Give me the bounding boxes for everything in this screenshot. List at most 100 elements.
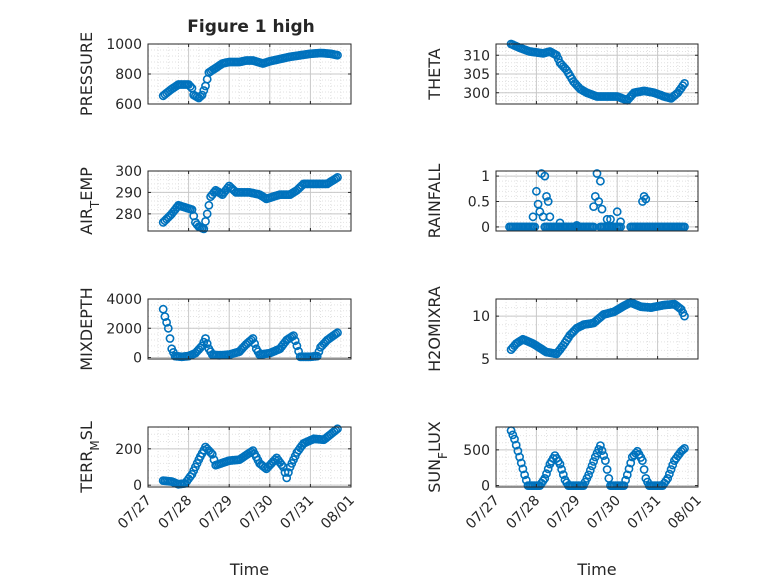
x-axis-label: Time: [576, 560, 616, 579]
y-tick-label: 0: [133, 478, 142, 494]
subplot-pressure: 600 800 1000 PRESSURE: [77, 32, 352, 116]
data-point: [621, 475, 630, 485]
data-point: [508, 430, 518, 440]
data-point: [283, 468, 293, 477]
data-point: [626, 458, 636, 468]
x-axis-label: Time: [229, 560, 269, 579]
data-point: [202, 339, 212, 348]
axes-box: [495, 426, 699, 488]
data-point: [612, 207, 622, 217]
data-point: [641, 194, 651, 204]
data-point: [250, 339, 259, 348]
data-point: [585, 465, 595, 475]
data-point: [602, 214, 612, 224]
y-tick-label: 0: [481, 479, 490, 495]
data-point: [599, 451, 609, 460]
data-point: [592, 169, 602, 178]
subplot-air_temp: 280 290 300 AIRTEMP: [77, 164, 352, 235]
data-point: [587, 461, 597, 471]
data-point: [557, 464, 566, 474]
data-point: [513, 446, 523, 456]
subplot-rainfall: 0 0.5 1 RAINFALL: [425, 164, 699, 239]
axes-box: [147, 170, 352, 232]
data-point: [511, 440, 521, 450]
data-point: [678, 445, 688, 455]
data-point: [616, 217, 625, 227]
subplot-theta: 300 305 310 THETA: [425, 39, 699, 105]
subplot-mixdepth: 0 2000 4000 MIXDEPTH: [77, 287, 352, 371]
data-point: [207, 449, 217, 459]
y-tick-label: 4000: [106, 292, 142, 308]
data-point: [680, 79, 689, 88]
data-point: [248, 334, 258, 343]
data-point: [520, 470, 529, 480]
y-axis-label: TERRMSL: [77, 421, 102, 494]
data-point: [558, 470, 568, 479]
data-point: [680, 222, 689, 232]
data-point: [680, 443, 689, 453]
data-point: [616, 222, 625, 232]
data-point: [185, 82, 195, 91]
data-point: [530, 222, 540, 232]
y-axis-label: THETA: [425, 48, 444, 100]
y-tick-label: 0: [481, 220, 490, 236]
axes-box: [147, 426, 352, 488]
axes-box: [495, 298, 699, 360]
data-point: [312, 351, 322, 361]
data-point: [555, 218, 565, 228]
data-point: [602, 465, 612, 474]
y-tick-label: 310: [463, 48, 490, 64]
data-point: [201, 334, 210, 343]
data-point: [638, 456, 647, 465]
data-point: [596, 176, 605, 186]
data-point: [594, 197, 604, 206]
y-axis-label: SUNFLUX: [425, 421, 450, 493]
data-point: [663, 473, 673, 483]
data-point: [290, 336, 300, 346]
data-point: [597, 204, 607, 214]
y-tick-label: 1000: [106, 37, 142, 53]
data-point: [668, 460, 678, 470]
y-tick-label: 0: [133, 351, 142, 367]
y-tick-label: 300: [463, 86, 490, 102]
data-point: [515, 452, 524, 462]
y-tick-label: 5: [481, 352, 490, 368]
y-axis-label: RAINFALL: [425, 164, 444, 239]
y-tick-label: 10: [472, 309, 490, 325]
y-axis-label: PRESSURE: [77, 32, 96, 116]
y-axis-label: AIRTEMP: [77, 167, 102, 235]
data-point: [543, 464, 553, 474]
data-point: [333, 172, 342, 182]
data-point: [584, 470, 593, 480]
data-point: [622, 470, 632, 480]
y-tick-label: 600: [115, 97, 142, 113]
data-point: [331, 329, 341, 339]
data-point: [260, 463, 270, 472]
data-point: [545, 212, 555, 222]
y-axis-label: MIXDEPTH: [77, 287, 96, 370]
y-tick-label: 500: [463, 443, 490, 459]
figure-title: Figure 1 high: [187, 17, 315, 37]
y-tick-label: 300: [115, 164, 142, 180]
data-point: [606, 214, 615, 224]
data-point: [589, 202, 598, 211]
y-tick-label: 2000: [106, 321, 142, 337]
axes-box: [147, 298, 352, 360]
data-point: [518, 464, 528, 474]
data-point: [543, 197, 553, 206]
subplot-sun_flux: 07/27 07/28 07/29 07/30 07/31 08/010500SUNFLU…: [425, 421, 705, 579]
data-point: [540, 473, 550, 483]
data-point: [202, 209, 212, 219]
y-tick-label: 305: [463, 67, 490, 83]
data-point: [542, 191, 551, 201]
y-tick-label: 200: [115, 442, 142, 458]
data-point: [532, 186, 541, 196]
data-point: [280, 468, 290, 477]
data-point: [601, 456, 610, 465]
data-point: [528, 212, 538, 222]
data-point: [542, 469, 551, 479]
data-point: [619, 481, 629, 490]
data-point: [204, 200, 214, 210]
y-tick-label: 0.5: [468, 195, 490, 211]
